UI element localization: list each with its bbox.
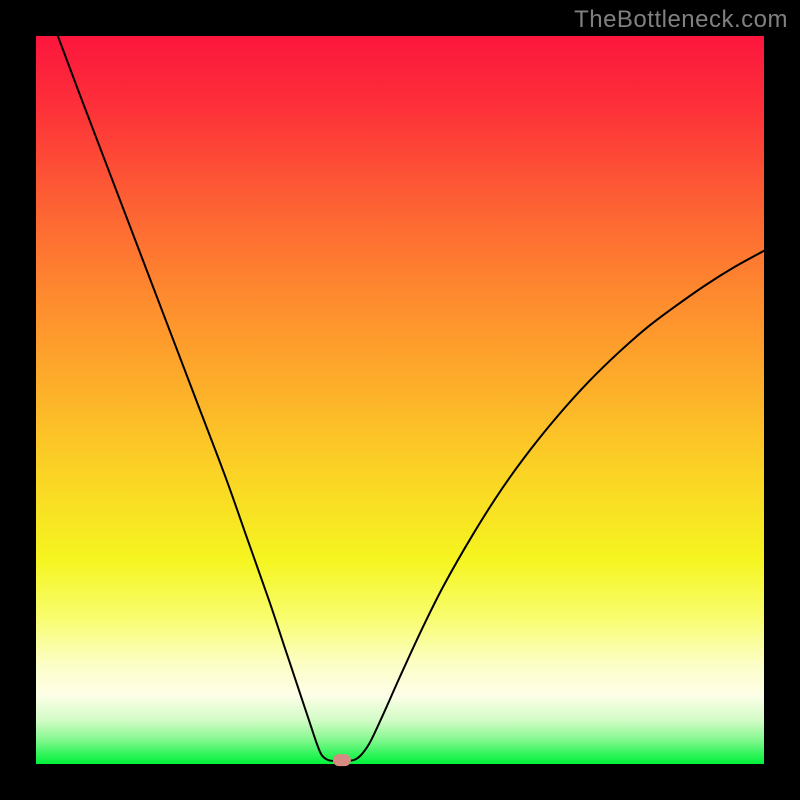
chart-container: TheBottleneck.com — [0, 0, 800, 800]
bottleneck-chart — [36, 36, 764, 764]
gradient-background — [36, 36, 764, 764]
plot-area — [36, 36, 764, 764]
optimum-marker — [333, 755, 351, 767]
attribution-text: TheBottleneck.com — [574, 6, 788, 34]
